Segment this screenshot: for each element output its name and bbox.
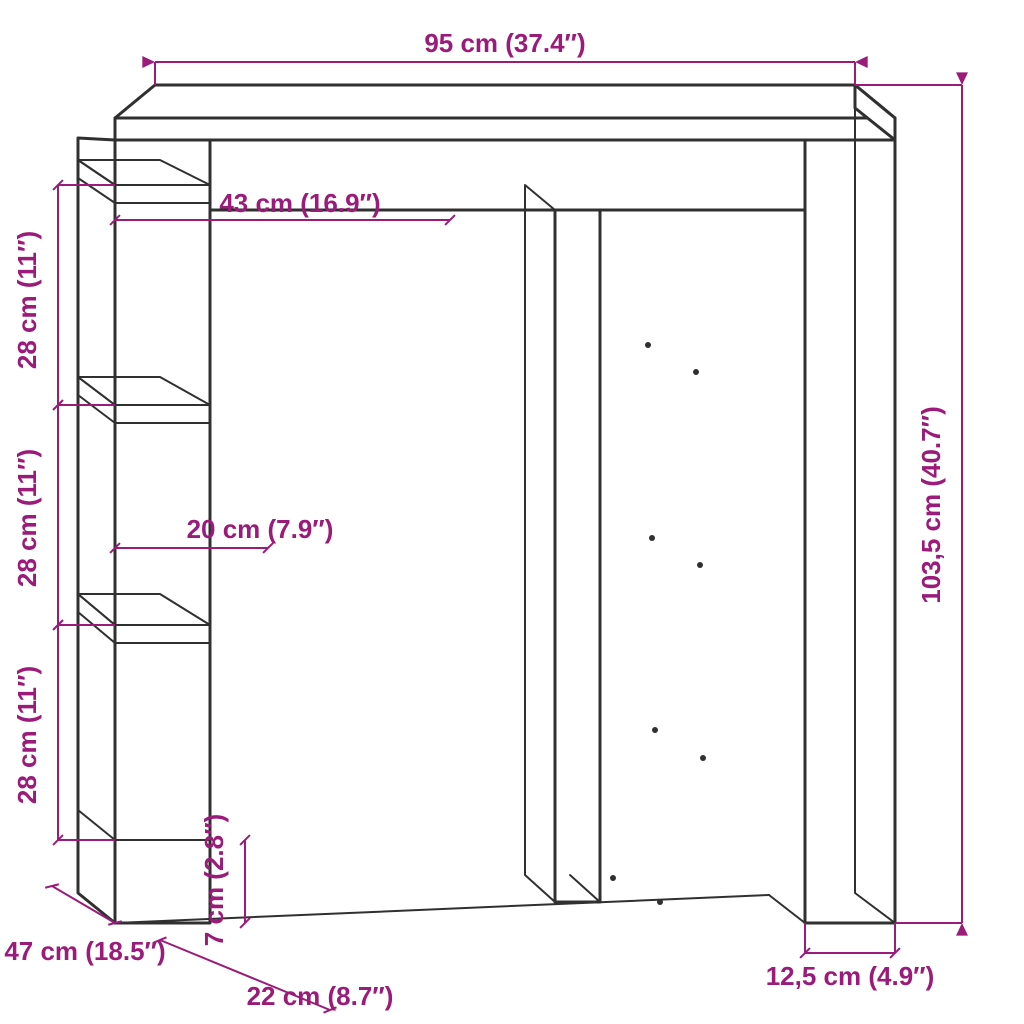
dimension-label: 20 cm (7.9″): [187, 514, 334, 544]
dimension-label: 12,5 cm (4.9″): [766, 961, 935, 991]
dimension-label: 95 cm (37.4″): [424, 28, 585, 58]
furniture-outline: [610, 342, 706, 905]
dimension-label: 47 cm (18.5″): [4, 936, 165, 966]
dimension-label: 43 cm (16.9″): [219, 188, 380, 218]
dimension-label: 28 cm (11″): [12, 449, 42, 587]
dimension-label: 22 cm (8.7″): [247, 981, 394, 1011]
dimension-label: 103,5 cm (40.7″): [916, 406, 946, 603]
dimension-label: 28 cm (11″): [12, 231, 42, 369]
dimension-label: 7 cm (2.8″): [199, 814, 229, 946]
dimension-label: 28 cm (11″): [12, 666, 42, 804]
